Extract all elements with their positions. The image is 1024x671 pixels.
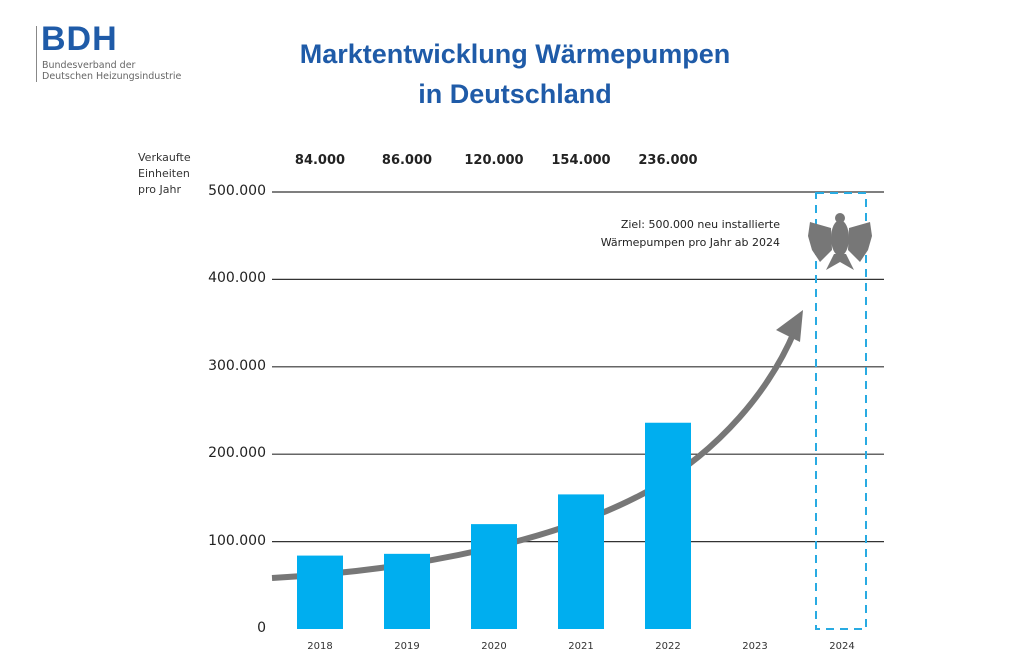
bar-2022: [645, 422, 691, 629]
y-tick-label: 300.000: [208, 357, 266, 374]
title-line-1: Marktentwicklung Wärmepumpen: [299, 39, 731, 69]
y-axis-label: Verkaufte Einheiten pro Jahr: [138, 150, 218, 198]
data-label: 84.000: [294, 153, 346, 168]
target-box: [815, 192, 867, 630]
logo-subtitle-1: Bundesverband der: [42, 60, 136, 71]
data-label: 236.000: [638, 153, 698, 168]
x-tick-label: 2021: [568, 641, 594, 652]
bar-2021: [558, 494, 604, 629]
y-tick-label: 0: [257, 620, 266, 636]
logo-subtitle: Bundesverband der Deutschen Heizungsindus…: [42, 60, 242, 82]
y-label-1: Verkaufte: [138, 151, 191, 164]
bar-2020: [471, 524, 517, 629]
data-label: 86.000: [381, 153, 433, 168]
chart-title: Marktentwicklung Wärmepumpen in Deutschla…: [200, 34, 830, 114]
x-tick-label: 2018: [307, 641, 333, 652]
y-tick-label: 500.000: [208, 183, 266, 199]
annotation-line-2: Wärmepumpen pro Jahr ab 2024: [600, 236, 780, 249]
x-tick-label: 2019: [394, 641, 420, 652]
data-label: 120.000: [464, 153, 524, 168]
annotation-line-1: Ziel: 500.000 neu installierte: [620, 218, 780, 231]
trend-arrow-head: [776, 310, 803, 342]
logo: BDH: [41, 20, 118, 58]
logo-divider: [36, 26, 37, 82]
x-tick-label: 2022: [655, 641, 681, 652]
y-label-2: Einheiten: [138, 167, 190, 180]
y-tick-label: 100.000: [208, 532, 266, 549]
y-tick-label: 200.000: [208, 445, 266, 462]
title-line-2: in Deutschland: [418, 79, 612, 109]
x-tick-label: 2024: [829, 641, 855, 652]
data-label: 154.000: [551, 153, 611, 168]
logo-subtitle-2: Deutschen Heizungsindustrie: [42, 71, 182, 82]
federal-eagle-icon: [808, 213, 872, 270]
bar-2019: [384, 553, 430, 629]
target-annotation: Ziel: 500.000 neu installierte Wärmepumpe…: [560, 216, 780, 252]
y-label-3: pro Jahr: [138, 183, 181, 196]
bar-2018: [297, 555, 343, 629]
x-tick-label: 2020: [481, 641, 507, 652]
x-tick-label: 2023: [742, 641, 768, 652]
y-tick-label: 400.000: [208, 270, 266, 287]
